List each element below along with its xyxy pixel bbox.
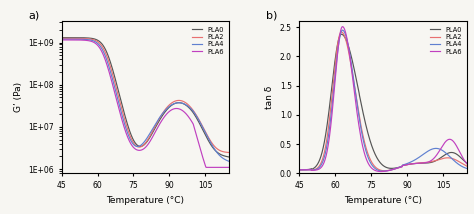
PLA4 — [464, 167, 470, 170]
PLA0 — [221, 155, 227, 157]
PLA0 — [136, 145, 141, 147]
PLA6 — [464, 162, 470, 165]
PLA4 — [459, 165, 465, 168]
PLA6 — [378, 170, 384, 173]
PLA2 — [297, 169, 302, 171]
PLA2 — [459, 162, 465, 165]
PLA6 — [203, 166, 209, 169]
Line: PLA0: PLA0 — [300, 34, 467, 170]
PLA4 — [59, 38, 64, 40]
PLA6 — [140, 148, 146, 150]
PLA2 — [464, 165, 470, 167]
PLA0 — [459, 158, 465, 160]
PLA4 — [226, 160, 232, 163]
PLA4 — [191, 110, 196, 113]
PLA0 — [221, 155, 227, 157]
PLA0 — [305, 168, 311, 171]
PLA2 — [59, 37, 64, 40]
PLA6 — [67, 39, 73, 41]
PLA4 — [374, 168, 379, 171]
PLA6 — [428, 159, 434, 162]
PLA2 — [378, 169, 384, 172]
PLA6 — [136, 149, 141, 152]
PLA0 — [378, 162, 384, 165]
PLA0 — [464, 162, 470, 165]
PLA6 — [459, 155, 465, 158]
PLA4 — [340, 29, 346, 31]
Y-axis label: G’ (Pa): G’ (Pa) — [14, 82, 23, 112]
PLA2 — [67, 37, 73, 40]
PLA6 — [374, 170, 379, 172]
PLA0 — [374, 156, 379, 158]
PLA2 — [305, 168, 311, 171]
PLA6 — [378, 170, 384, 173]
PLA4 — [297, 169, 302, 171]
Text: a): a) — [28, 10, 39, 20]
Legend: PLA0, PLA2, PLA4, PLA6: PLA0, PLA2, PLA4, PLA6 — [190, 25, 226, 57]
PLA4 — [221, 158, 227, 160]
PLA2 — [382, 169, 388, 172]
PLA0 — [59, 36, 64, 39]
PLA2 — [428, 160, 434, 163]
Line: PLA6: PLA6 — [62, 40, 229, 167]
Line: PLA4: PLA4 — [62, 39, 229, 161]
PLA2 — [221, 151, 227, 153]
PLA6 — [459, 155, 465, 158]
PLA0 — [297, 169, 302, 171]
PLA2 — [338, 31, 344, 33]
PLA2 — [136, 146, 141, 148]
PLA4 — [380, 170, 386, 172]
PLA2 — [374, 167, 379, 169]
Line: PLA6: PLA6 — [300, 27, 467, 171]
PLA2 — [140, 144, 146, 147]
Text: b): b) — [266, 10, 277, 20]
PLA6 — [221, 166, 227, 169]
PLA0 — [459, 158, 465, 160]
Line: PLA0: PLA0 — [62, 38, 229, 157]
Legend: PLA0, PLA2, PLA4, PLA6: PLA0, PLA2, PLA4, PLA6 — [428, 25, 464, 57]
PLA2 — [459, 162, 465, 165]
Line: PLA2: PLA2 — [62, 38, 229, 153]
PLA4 — [140, 142, 146, 145]
PLA0 — [191, 112, 196, 114]
PLA6 — [221, 166, 227, 169]
PLA6 — [305, 169, 311, 171]
Line: PLA2: PLA2 — [300, 32, 467, 171]
PLA4 — [305, 168, 311, 171]
Y-axis label: tan δ: tan δ — [265, 86, 274, 109]
PLA0 — [338, 33, 344, 36]
PLA6 — [226, 166, 232, 169]
PLA0 — [67, 36, 73, 39]
PLA4 — [459, 165, 465, 168]
PLA6 — [297, 169, 302, 171]
PLA0 — [140, 144, 146, 147]
PLA2 — [191, 110, 196, 112]
PLA4 — [67, 38, 73, 40]
PLA4 — [136, 145, 141, 148]
PLA0 — [226, 156, 232, 158]
PLA6 — [340, 25, 346, 28]
PLA2 — [226, 151, 232, 154]
PLA2 — [221, 151, 227, 153]
PLA0 — [428, 161, 434, 164]
X-axis label: Temperature (°C): Temperature (°C) — [344, 196, 422, 205]
X-axis label: Temperature (°C): Temperature (°C) — [106, 196, 184, 205]
PLA4 — [221, 158, 227, 160]
Line: PLA4: PLA4 — [300, 30, 467, 171]
PLA4 — [378, 170, 384, 172]
PLA4 — [428, 148, 434, 151]
PLA6 — [59, 39, 64, 41]
PLA6 — [191, 124, 196, 126]
